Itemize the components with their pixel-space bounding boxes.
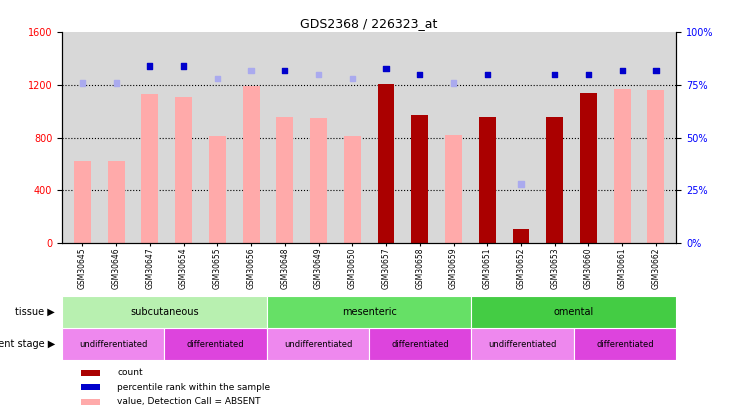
Bar — [546, 117, 563, 243]
Point — [77, 80, 88, 86]
Bar — [648, 90, 664, 243]
Point — [211, 75, 223, 82]
Bar — [141, 94, 159, 243]
Point — [616, 67, 628, 74]
Point — [482, 71, 493, 78]
Text: differentiated: differentiated — [187, 340, 244, 349]
Bar — [74, 161, 91, 243]
Bar — [471, 296, 676, 328]
Point — [313, 71, 325, 78]
Point — [245, 67, 257, 74]
Bar — [479, 117, 496, 243]
Bar — [412, 115, 428, 243]
Bar — [445, 135, 462, 243]
Bar — [614, 89, 631, 243]
Point — [178, 63, 189, 69]
Text: percentile rank within the sample: percentile rank within the sample — [118, 383, 270, 392]
Bar — [369, 328, 471, 360]
Point — [110, 80, 122, 86]
Text: subcutaneous: subcutaneous — [130, 307, 199, 317]
Point — [144, 63, 156, 69]
Point — [650, 67, 662, 74]
Bar — [175, 97, 192, 243]
Bar — [62, 296, 267, 328]
Bar — [107, 161, 124, 243]
Point — [549, 71, 561, 78]
Text: omental: omental — [553, 307, 594, 317]
Bar — [267, 296, 471, 328]
Bar — [164, 328, 267, 360]
Text: undifferentiated: undifferentiated — [284, 340, 352, 349]
Bar — [80, 384, 100, 390]
Title: GDS2368 / 226323_at: GDS2368 / 226323_at — [300, 17, 438, 30]
Text: count: count — [118, 368, 143, 377]
Bar — [209, 136, 226, 243]
Bar — [574, 328, 676, 360]
Point — [414, 71, 425, 78]
Point — [346, 75, 358, 82]
Bar — [243, 86, 260, 243]
Point — [583, 71, 594, 78]
Bar — [267, 328, 369, 360]
Bar — [310, 118, 327, 243]
Point — [380, 65, 392, 71]
Text: tissue ▶: tissue ▶ — [15, 307, 55, 317]
Text: undifferentiated: undifferentiated — [488, 340, 557, 349]
Bar — [378, 84, 395, 243]
Bar — [580, 93, 597, 243]
Bar — [276, 117, 293, 243]
Text: undifferentiated: undifferentiated — [79, 340, 148, 349]
Text: differentiated: differentiated — [392, 340, 449, 349]
Bar — [471, 328, 574, 360]
Point — [447, 80, 459, 86]
Point — [279, 67, 291, 74]
Bar — [80, 399, 100, 405]
Bar — [62, 328, 164, 360]
Text: development stage ▶: development stage ▶ — [0, 339, 55, 349]
Bar — [344, 136, 360, 243]
Bar — [512, 228, 529, 243]
Bar — [80, 370, 100, 375]
Point — [515, 181, 527, 187]
Text: mesenteric: mesenteric — [341, 307, 397, 317]
Text: value, Detection Call = ABSENT: value, Detection Call = ABSENT — [118, 397, 261, 405]
Text: differentiated: differentiated — [596, 340, 654, 349]
